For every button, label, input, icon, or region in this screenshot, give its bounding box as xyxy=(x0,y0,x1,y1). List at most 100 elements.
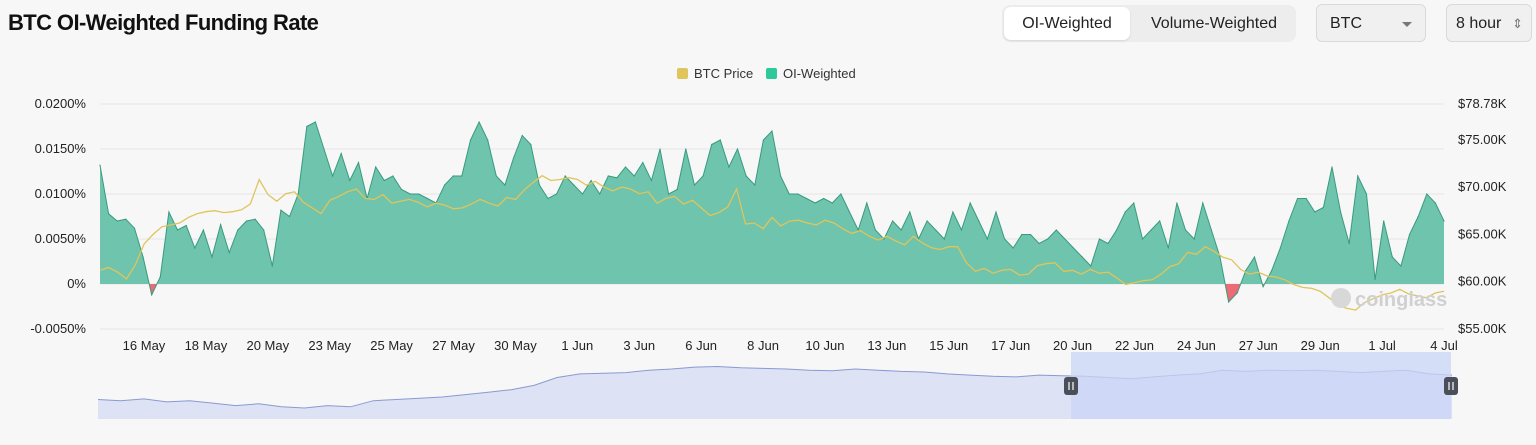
funding-rate-point xyxy=(573,184,575,186)
funding-rate-point xyxy=(1219,256,1221,258)
funding-rate-point xyxy=(185,224,187,227)
funding-rate-point xyxy=(202,229,204,231)
y-left-tick-label: 0.0150% xyxy=(35,141,87,156)
coin-select-value: BTC xyxy=(1330,15,1362,32)
funding-rate-point xyxy=(676,188,678,191)
tab-oi-weighted[interactable]: OI-Weighted xyxy=(1004,7,1130,40)
funding-rate-point xyxy=(530,143,532,146)
x-tick-label: 3 Jun xyxy=(623,338,655,353)
y-right-tick-label: $60.00K xyxy=(1458,274,1507,289)
x-axis: 16 May 18 May 20 May 23 May 25 May 27 May 30 M… xyxy=(123,338,1458,353)
funding-rate-point xyxy=(392,175,394,177)
y-right-tick-label: $65.00K xyxy=(1458,226,1507,241)
funding-rate-point xyxy=(1400,265,1402,267)
funding-rate-point xyxy=(1184,229,1187,231)
funding-rate-point xyxy=(168,211,170,213)
funding-rate-point xyxy=(892,220,894,222)
funding-rate-point xyxy=(521,134,523,137)
funding-rate-point xyxy=(452,175,454,177)
funding-rate-point xyxy=(306,125,308,128)
funding-rate-point xyxy=(349,179,351,182)
funding-rate-point xyxy=(1098,238,1100,240)
funding-rate-point xyxy=(883,238,885,240)
funding-rate-point xyxy=(814,202,816,204)
funding-rate-point xyxy=(1426,193,1428,195)
funding-rate-point xyxy=(1296,197,1299,200)
funding-rate-point xyxy=(1055,229,1057,231)
coin-select[interactable]: BTC xyxy=(1316,4,1426,42)
funding-rate-point xyxy=(504,184,506,186)
funding-rate-point xyxy=(1193,238,1195,240)
funding-rate-point xyxy=(633,175,635,177)
weighting-toggle: OI-Weighted Volume-Weighted xyxy=(1002,5,1296,42)
legend-swatch-price xyxy=(677,68,688,79)
y-axis-right: $78.78K $75.00K $70.00K $65.00K $60.00K $55.0… xyxy=(1458,96,1507,336)
funding-rate-point xyxy=(418,193,420,195)
x-tick-label: 10 Jun xyxy=(805,338,844,353)
x-tick-label: 1 Jul xyxy=(1368,338,1396,353)
funding-rate-point xyxy=(1340,211,1342,213)
range-navigator[interactable] xyxy=(97,352,1458,419)
y-right-tick-label: $75.00K xyxy=(1458,132,1507,147)
funding-rate-point xyxy=(805,197,808,200)
funding-rate-point xyxy=(176,229,179,231)
funding-rate-point xyxy=(211,256,213,258)
funding-rate-point xyxy=(1391,256,1393,258)
funding-rate-point xyxy=(762,139,765,141)
funding-rate-point xyxy=(986,238,989,240)
funding-rate-point xyxy=(564,175,566,177)
legend-swatch-oi xyxy=(766,68,777,79)
funding-rate-point xyxy=(831,202,833,204)
watermark: coinglass xyxy=(1331,288,1447,311)
funding-rate-point xyxy=(237,229,239,231)
navigator-handle-right[interactable] xyxy=(1444,377,1458,395)
x-tick-label: 6 Jun xyxy=(685,338,717,353)
funding-rate-point xyxy=(444,184,446,186)
x-tick-label: 30 May xyxy=(494,338,537,353)
funding-rate-point xyxy=(1210,229,1212,231)
funding-rate-point xyxy=(1176,202,1178,204)
navigator-handle-left[interactable] xyxy=(1064,377,1078,395)
funding-rate-point xyxy=(1288,220,1290,222)
funding-rate-point xyxy=(332,175,334,177)
funding-rate-point xyxy=(1202,202,1204,204)
funding-rate-point xyxy=(1417,215,1419,218)
funding-rate-point xyxy=(159,276,161,278)
funding-rate-point xyxy=(590,179,592,182)
x-tick-label: 16 May xyxy=(123,338,166,353)
funding-rate-point xyxy=(1262,286,1264,288)
legend-label-price[interactable]: BTC Price xyxy=(694,66,753,81)
watermark-text: coinglass xyxy=(1355,289,1447,311)
funding-rate-point xyxy=(1253,256,1256,258)
funding-rate-point xyxy=(952,211,954,213)
funding-rate-point xyxy=(426,197,428,200)
navigator-selection[interactable] xyxy=(1071,352,1451,419)
y-right-tick-label: $55.00K xyxy=(1458,321,1507,336)
funding-rate-point xyxy=(271,265,273,267)
coinglass-logo-icon xyxy=(1331,288,1351,308)
page-title: BTC OI-Weighted Funding Rate xyxy=(8,10,319,35)
interval-select[interactable]: 8 hour ⇕ xyxy=(1446,4,1532,42)
funding-rate-point xyxy=(943,238,945,240)
funding-rate-point xyxy=(288,215,291,218)
funding-rate-point xyxy=(263,229,265,231)
funding-rate-point xyxy=(711,143,713,146)
funding-rate-point xyxy=(780,175,782,177)
funding-rate-point xyxy=(254,218,256,220)
funding-rate-point xyxy=(736,148,739,150)
x-tick-label: 27 May xyxy=(432,338,475,353)
legend: BTC Price OI-Weighted xyxy=(677,66,856,81)
funding-rate-point xyxy=(1228,301,1230,303)
tab-volume-weighted[interactable]: Volume-Weighted xyxy=(1151,15,1277,32)
funding-rate-point xyxy=(151,294,153,296)
funding-rate-point xyxy=(375,166,377,168)
funding-rate-point xyxy=(1072,247,1075,249)
navigator-handle-left-grip[interactable] xyxy=(1064,377,1078,395)
funding-rate-point xyxy=(469,139,472,141)
funding-rate-point xyxy=(228,251,230,254)
funding-rate-point xyxy=(1383,220,1385,222)
funding-rate-point xyxy=(357,161,360,164)
legend-label-oi[interactable]: OI-Weighted xyxy=(783,66,856,81)
navigator-handle-right-grip[interactable] xyxy=(1444,377,1458,395)
funding-rate-point xyxy=(1236,292,1238,294)
